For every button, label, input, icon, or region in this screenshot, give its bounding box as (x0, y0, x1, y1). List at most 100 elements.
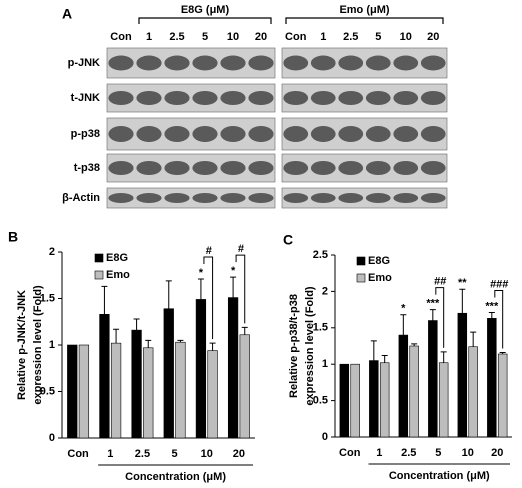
row-label: t-JNK (71, 92, 100, 104)
band (310, 55, 336, 71)
bar (428, 320, 438, 438)
y-tick-label: 1 (322, 358, 328, 370)
x-tick-label: 5 (172, 448, 178, 460)
band (192, 193, 218, 203)
group-label: E8G (μM) (181, 4, 230, 16)
lane-label: 2.5 (343, 31, 358, 43)
x-tick-label: Con (339, 447, 361, 459)
y-tick-label: 0 (322, 431, 328, 443)
error-bar (470, 331, 477, 347)
band (192, 161, 218, 175)
bar (195, 299, 207, 439)
bar (379, 362, 390, 438)
band (164, 161, 190, 175)
band (136, 193, 162, 203)
row-label: t-p38 (74, 162, 100, 174)
band (338, 91, 364, 105)
y-axis-label: Relative p-JNK/t-JNK (16, 290, 28, 400)
band (338, 161, 364, 175)
y-tick-label: 0 (49, 432, 55, 444)
band (420, 126, 446, 142)
bracket-label: ### (490, 278, 508, 290)
error-bar (113, 328, 120, 344)
significance-mark: ** (458, 277, 467, 289)
x-axis-label: Concentration (μM) (125, 471, 226, 483)
bar (131, 329, 142, 439)
y-tick-label: 0.5 (313, 395, 328, 407)
blot (106, 153, 276, 183)
band (248, 193, 274, 203)
band (248, 91, 274, 105)
band (164, 55, 190, 71)
x-tick-label: 2.5 (401, 447, 416, 459)
significance-mark: * (231, 265, 236, 277)
bar (110, 342, 122, 439)
bar (339, 363, 350, 438)
band (192, 126, 218, 142)
lane-label: 1 (320, 31, 326, 43)
band (365, 91, 391, 105)
panel-label: B (8, 229, 18, 245)
band (310, 161, 336, 175)
legend-swatch (94, 253, 104, 263)
significance-mark: * (199, 267, 204, 279)
bracket-label: ## (434, 276, 446, 288)
blot (281, 83, 448, 113)
row-label: p-p38 (71, 128, 100, 140)
band (220, 193, 246, 203)
significance-mark: *** (426, 298, 440, 310)
significance-bracket (235, 254, 246, 324)
bar (487, 318, 497, 438)
band (220, 161, 246, 175)
bar (369, 360, 379, 438)
x-tick-label: 5 (435, 447, 441, 459)
lane-label: 20 (255, 31, 267, 43)
legend-label: E8G (106, 252, 128, 264)
band (310, 91, 336, 105)
bar (207, 350, 218, 439)
bar (497, 353, 508, 438)
bar (67, 344, 78, 439)
band (393, 91, 419, 105)
legend-label: Emo (368, 272, 392, 284)
significance-mark: *** (485, 300, 499, 312)
y-tick-label: 0.5 (40, 385, 55, 397)
y-tick-label: 1.5 (40, 292, 55, 304)
band (365, 126, 391, 142)
error-bar (241, 326, 248, 335)
error-bar (230, 276, 237, 298)
error-bar (101, 285, 108, 315)
band (393, 55, 419, 71)
error-bar (145, 339, 152, 348)
band (393, 193, 419, 203)
band (365, 193, 391, 203)
blot (281, 47, 448, 79)
band (192, 55, 218, 71)
lane-label: Con (285, 31, 307, 43)
error-bar (411, 343, 418, 346)
error-bar (488, 312, 495, 319)
band (248, 126, 274, 142)
panel-label: C (283, 232, 293, 248)
band (220, 126, 246, 142)
row-label: p-JNK (68, 57, 100, 69)
x-tick-label: 1 (376, 447, 382, 459)
y-axis-label: Relative p-p38/t-p38 (288, 294, 300, 398)
bar (175, 341, 186, 439)
lane-label: 20 (427, 31, 439, 43)
bar (78, 344, 90, 439)
bracket-label: # (206, 245, 212, 257)
band (283, 161, 309, 175)
y-tick-label: 2 (49, 246, 55, 258)
band (338, 55, 364, 71)
band (283, 55, 309, 71)
band (283, 91, 309, 105)
error-bar (381, 354, 388, 363)
significance-mark: * (401, 303, 406, 315)
bar (409, 345, 419, 438)
lane-label: 10 (227, 31, 239, 43)
band (420, 55, 446, 71)
y-tick-label: 2.5 (313, 249, 328, 261)
y-tick-label: 1.5 (313, 322, 328, 334)
